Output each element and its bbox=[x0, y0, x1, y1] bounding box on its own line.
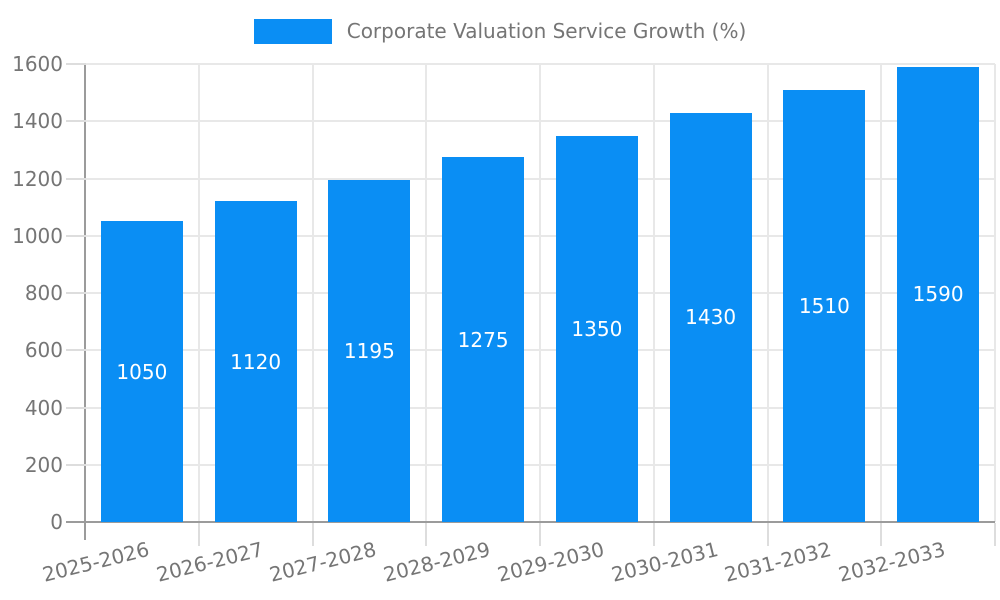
bar[interactable] bbox=[214, 201, 297, 522]
bar-value-label: 1120 bbox=[230, 349, 282, 374]
x-gridline bbox=[994, 64, 996, 522]
x-gridline bbox=[311, 64, 314, 522]
x-gridline bbox=[197, 64, 200, 522]
x-tick bbox=[880, 523, 883, 546]
bar[interactable] bbox=[669, 112, 752, 522]
y-tick bbox=[66, 463, 86, 466]
x-tick bbox=[197, 523, 200, 546]
y-tick-label: 600 bbox=[24, 338, 63, 363]
x-tick-label: 2029-2030 bbox=[494, 537, 607, 587]
y-tick bbox=[66, 406, 86, 409]
x-tick bbox=[425, 523, 428, 546]
x-axis-line bbox=[66, 521, 995, 523]
bar[interactable] bbox=[442, 157, 525, 522]
bar[interactable] bbox=[897, 66, 980, 522]
x-tick-label: 2027-2028 bbox=[267, 537, 379, 587]
x-tick bbox=[766, 523, 769, 546]
bar-value-label: 1275 bbox=[457, 327, 509, 352]
x-tick-label: 2026-2027 bbox=[153, 537, 266, 587]
y-tick-label: 1200 bbox=[12, 166, 63, 191]
bar-value-label: 1510 bbox=[798, 293, 850, 318]
y-tick bbox=[66, 63, 86, 65]
bar-value-label: 1195 bbox=[343, 338, 395, 363]
y-tick bbox=[66, 234, 86, 237]
bar[interactable] bbox=[783, 89, 866, 522]
legend-swatch bbox=[253, 19, 332, 44]
x-gridline bbox=[766, 64, 769, 522]
bar-value-label: 1050 bbox=[116, 359, 168, 384]
x-gridline bbox=[652, 64, 655, 522]
bar[interactable] bbox=[100, 221, 183, 522]
y-tick-label: 200 bbox=[24, 452, 63, 477]
y-tick bbox=[66, 349, 86, 352]
legend[interactable]: Corporate Valuation Service Growth (%) bbox=[0, 19, 1000, 44]
x-tick-label: 2025-2026 bbox=[39, 537, 152, 587]
x-gridline bbox=[880, 64, 883, 522]
legend-label: Corporate Valuation Service Growth (%) bbox=[346, 19, 747, 43]
y-tick-label: 800 bbox=[24, 281, 63, 305]
x-gridline bbox=[539, 64, 541, 522]
y-tick bbox=[66, 292, 86, 294]
bar-value-label: 1590 bbox=[912, 282, 964, 307]
y-tick-label: 1600 bbox=[12, 52, 63, 76]
bar-value-label: 1430 bbox=[685, 305, 737, 330]
x-tick-label: 2032-2033 bbox=[836, 537, 948, 587]
x-gridline bbox=[425, 64, 428, 522]
y-tick-label: 1000 bbox=[12, 223, 63, 248]
x-tick bbox=[652, 523, 655, 546]
y-tick-label: 400 bbox=[24, 395, 63, 420]
y-tick-label: 0 bbox=[50, 510, 63, 534]
bar[interactable] bbox=[328, 179, 411, 522]
y-tick-label: 1400 bbox=[12, 109, 63, 134]
x-tick bbox=[994, 523, 996, 546]
plot-area bbox=[85, 63, 996, 522]
y-tick bbox=[66, 120, 86, 123]
x-tick-label: 2030-2031 bbox=[608, 537, 721, 587]
x-tick bbox=[539, 523, 541, 546]
x-tick-label: 2028-2029 bbox=[381, 537, 493, 587]
bar-value-label: 1350 bbox=[571, 316, 623, 341]
x-tick-label: 2031-2032 bbox=[722, 537, 834, 587]
y-tick bbox=[66, 177, 86, 180]
y-axis-line bbox=[84, 64, 86, 540]
x-tick bbox=[311, 523, 314, 546]
bar[interactable] bbox=[555, 135, 638, 522]
